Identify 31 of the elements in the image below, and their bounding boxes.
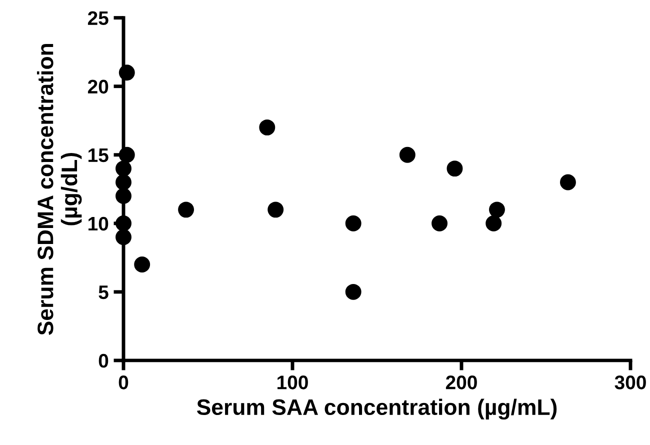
point — [345, 284, 362, 300]
point — [134, 256, 150, 272]
y-tick-label: 0 — [98, 354, 108, 368]
point — [268, 202, 284, 218]
point — [116, 188, 132, 204]
point — [399, 146, 416, 163]
point — [116, 215, 132, 232]
point — [178, 202, 194, 218]
point — [118, 64, 135, 81]
point — [486, 215, 502, 232]
point — [116, 229, 132, 246]
point — [116, 160, 132, 177]
y-tick-label: 20 — [88, 80, 108, 94]
point — [560, 174, 576, 190]
point — [259, 119, 276, 136]
y-tick-label: 5 — [98, 286, 108, 300]
y-tick-label: 15 — [88, 148, 108, 162]
x-tick-label: 300 — [614, 376, 646, 390]
x-tick-label: 100 — [278, 376, 308, 390]
point — [489, 202, 505, 218]
x-tick-label: 200 — [446, 376, 477, 390]
x-axis-title: Serum SAA concentration (µg/mL) — [196, 398, 557, 420]
point — [446, 160, 463, 177]
point — [345, 215, 362, 232]
y-tick-label: 25 — [88, 11, 108, 26]
y-axis-title: Serum SDMA concentration (µg/dL) — [36, 44, 82, 335]
point — [432, 215, 448, 232]
y-tick-label: 10 — [88, 216, 108, 231]
x-tick-label: 0 — [118, 376, 128, 390]
point — [118, 146, 135, 163]
point — [116, 174, 132, 190]
